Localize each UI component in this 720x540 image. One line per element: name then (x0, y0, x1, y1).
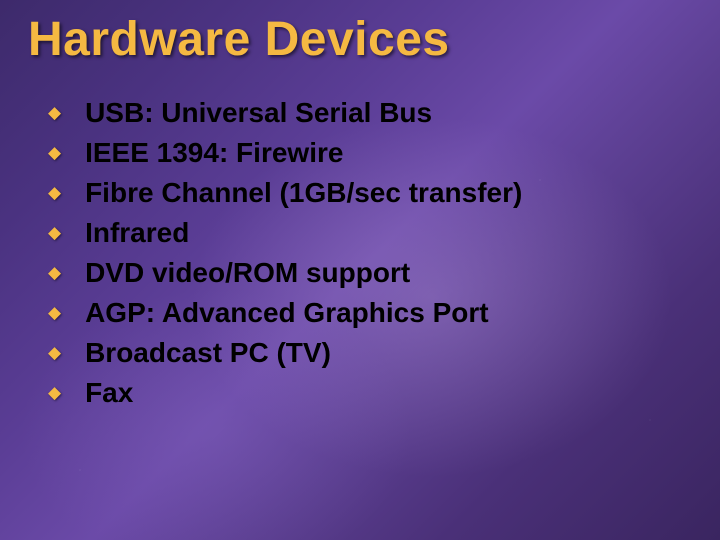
bullet-text: Fibre Channel (1GB/sec transfer) (85, 175, 522, 212)
diamond-bullet-icon: ◆ (48, 102, 61, 124)
bullet-text: Broadcast PC (TV) (85, 335, 331, 372)
list-item: ◆ Fax (48, 375, 692, 412)
list-item: ◆ IEEE 1394: Firewire (48, 135, 692, 172)
bullet-text: AGP: Advanced Graphics Port (85, 295, 489, 332)
bullet-text: IEEE 1394: Firewire (85, 135, 343, 172)
slide-container: Hardware Devices ◆ USB: Universal Serial… (0, 0, 720, 540)
list-item: ◆ USB: Universal Serial Bus (48, 95, 692, 132)
list-item: ◆ Broadcast PC (TV) (48, 335, 692, 372)
bullet-text: USB: Universal Serial Bus (85, 95, 432, 132)
bullet-text: Infrared (85, 215, 189, 252)
bullet-text: DVD video/ROM support (85, 255, 410, 292)
slide-title: Hardware Devices (28, 12, 692, 67)
diamond-bullet-icon: ◆ (48, 222, 61, 244)
list-item: ◆ Infrared (48, 215, 692, 252)
diamond-bullet-icon: ◆ (48, 142, 61, 164)
diamond-bullet-icon: ◆ (48, 342, 61, 364)
list-item: ◆ DVD video/ROM support (48, 255, 692, 292)
list-item: ◆ AGP: Advanced Graphics Port (48, 295, 692, 332)
diamond-bullet-icon: ◆ (48, 262, 61, 284)
diamond-bullet-icon: ◆ (48, 182, 61, 204)
list-item: ◆ Fibre Channel (1GB/sec transfer) (48, 175, 692, 212)
diamond-bullet-icon: ◆ (48, 382, 61, 404)
bullet-text: Fax (85, 375, 133, 412)
bullet-list: ◆ USB: Universal Serial Bus ◆ IEEE 1394:… (28, 95, 692, 412)
diamond-bullet-icon: ◆ (48, 302, 61, 324)
